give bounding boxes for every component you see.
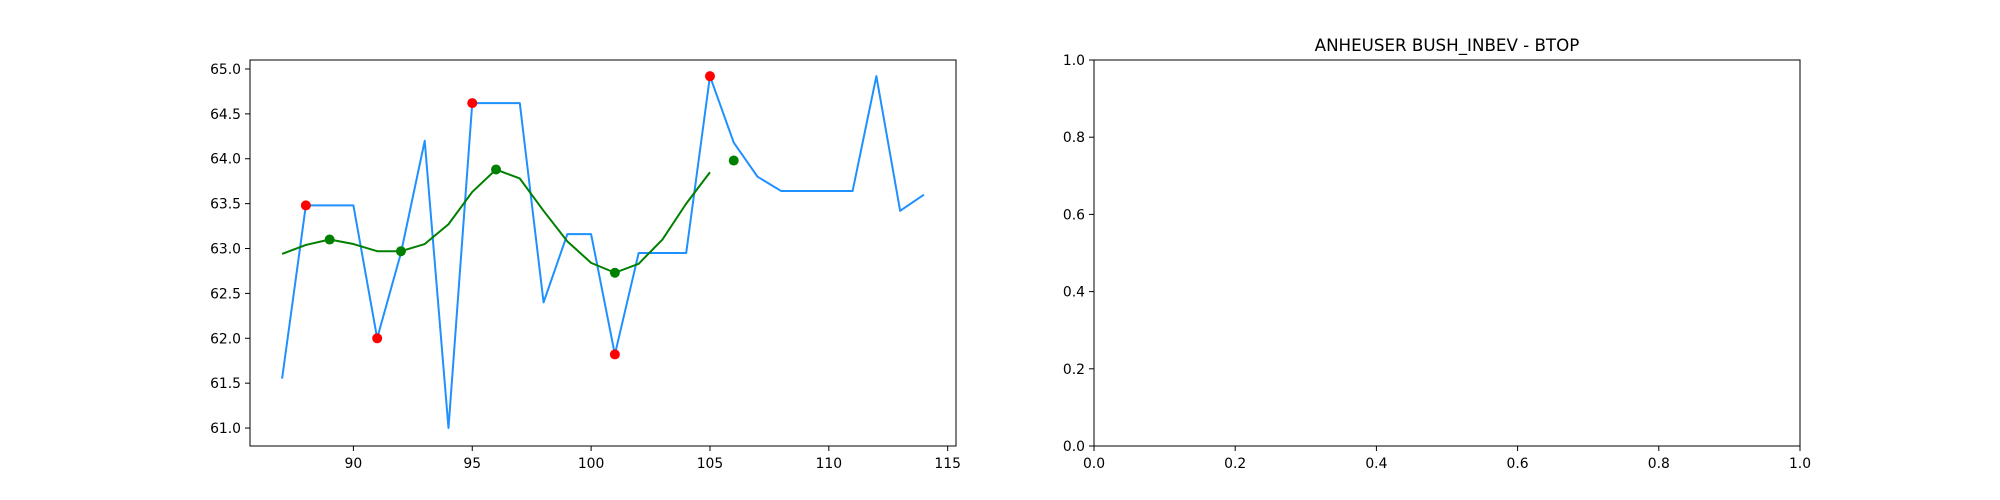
left-chart-series-2-point	[372, 333, 383, 344]
left-chart-plot-area	[250, 60, 956, 446]
left-chart-y-tick-label: 63.0	[210, 242, 241, 258]
right-chart: 0.0 0.2 0.4 0.6 0.8 1.0 0.0 0.2 0.4 0.6 0.8 1.0 AN…	[1063, 35, 1811, 472]
left-chart-x-tick-label: 105	[697, 456, 724, 472]
right-chart-y-tick-label: 1.0	[1063, 53, 1085, 69]
right-chart-x-tick-label: 0.2	[1224, 456, 1246, 472]
left-chart-series-3-point	[491, 164, 502, 175]
left-chart-series-0-line	[281, 75, 925, 430]
left-chart-y-tick-label: 64.5	[210, 107, 241, 123]
right-chart-y-tick-label: 0.8	[1063, 130, 1085, 146]
left-chart-y-tick-label: 65.0	[210, 62, 241, 78]
left-chart-x-tick-label: 90	[345, 456, 363, 472]
right-chart-x-tick-label: 0.6	[1507, 456, 1529, 472]
left-chart-x-tick-labels: 90 95 100 105 110 115	[345, 456, 961, 472]
right-chart-axes-frame	[1093, 59, 1801, 447]
left-chart-series-3-point	[609, 267, 620, 278]
left-chart-x-tick-label: 115	[934, 456, 961, 472]
right-chart-y-tick-label: 0.6	[1063, 207, 1085, 223]
right-chart-x-tick-label: 0.0	[1083, 456, 1105, 472]
right-chart-y-tick-label: 0.2	[1063, 362, 1085, 378]
right-chart-plot-area	[1094, 60, 1800, 446]
left-chart-series-2-point	[467, 98, 478, 109]
left-chart-y-tick-marks	[245, 68, 250, 429]
left-chart-y-tick-label: 62.5	[210, 286, 241, 302]
left-chart-y-tick-label: 63.5	[210, 197, 241, 213]
left-chart-x-tick-label: 95	[463, 456, 481, 472]
left-chart-y-tick-label: 62.0	[210, 331, 241, 347]
right-chart-x-tick-label: 1.0	[1789, 456, 1811, 472]
right-chart-x-tick-marks	[1093, 446, 1801, 451]
left-chart-series-3-point	[395, 246, 406, 257]
left-chart-y-tick-label: 61.5	[210, 376, 241, 392]
left-chart-series-2-point	[300, 200, 311, 211]
right-chart-x-tick-labels: 0.0 0.2 0.4 0.6 0.8 1.0	[1083, 456, 1811, 472]
right-chart-title: ANHEUSER BUSH_INBEV - BTOP	[1315, 35, 1580, 56]
right-chart-y-tick-label: 0.4	[1063, 285, 1085, 301]
left-chart-series	[281, 71, 925, 430]
right-chart-y-tick-marks	[1089, 59, 1094, 447]
left-chart-x-tick-label: 100	[578, 456, 605, 472]
left-chart-series-3-point	[728, 155, 739, 166]
right-chart-y-tick-label: 0.0	[1063, 439, 1085, 455]
left-chart-x-tick-label: 110	[816, 456, 843, 472]
right-chart-y-tick-labels: 0.0 0.2 0.4 0.6 0.8 1.0	[1063, 53, 1085, 455]
left-chart-y-tick-label: 61.0	[210, 421, 241, 437]
left-chart-series-2-point	[704, 71, 715, 82]
left-chart-series-3-point	[324, 234, 335, 245]
right-chart-x-tick-label: 0.4	[1365, 456, 1387, 472]
left-chart-x-tick-marks	[352, 446, 949, 451]
left-chart: 90 95 100 105 110 115 61.0 61.5 62.0 62.5 63.0 63.…	[210, 59, 961, 472]
left-chart-y-tick-labels: 61.0 61.5 62.0 62.5 63.0 63.5 64.0 64.5 65.0	[210, 62, 241, 437]
right-chart-x-tick-label: 0.8	[1648, 456, 1670, 472]
left-chart-axes-frame	[249, 59, 957, 447]
left-chart-y-tick-label: 64.0	[210, 152, 241, 168]
left-chart-series-2-point	[609, 349, 620, 360]
